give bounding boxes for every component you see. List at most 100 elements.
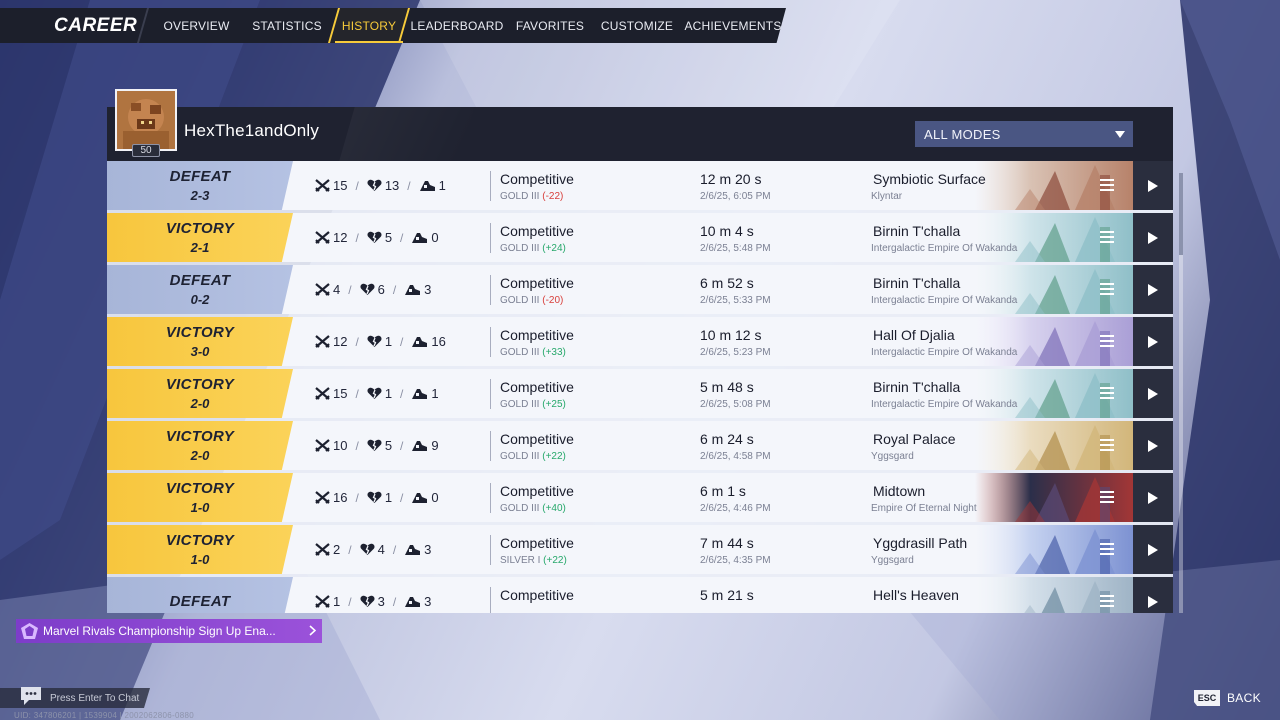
rank-info: GOLD III (+25) [500,399,566,410]
deaths-value: 1 [384,334,393,349]
tab-favorites[interactable]: FAVORITES [515,18,585,33]
deaths-stat: 4 [360,542,385,557]
match-row[interactable]: DEFEAT 2-3 15 / 13 / [107,161,1173,210]
scrollbar-thumb[interactable] [1179,173,1183,255]
stat-separator: / [355,386,359,401]
kda-stats: 16 / 1 / 0 [315,490,439,505]
rank-change: (-20) [542,295,564,306]
column-divider [490,275,491,305]
replay-button[interactable] [1133,369,1173,418]
match-row[interactable]: VICTORY 1-0 2 / 4 / [107,525,1173,574]
play-icon [1148,543,1158,556]
column-divider [490,535,491,565]
back-button[interactable]: BACK [1227,691,1261,705]
match-row[interactable]: DEFEAT 1 / 3 / [107,577,1173,613]
deaths-value: 3 [377,594,385,609]
replay-button[interactable] [1133,525,1173,574]
kda-stats: 10 / 5 / 9 [315,438,439,453]
details-icon[interactable] [1100,439,1114,451]
play-icon [1148,179,1158,192]
replay-button[interactable] [1133,421,1173,470]
result-score: 2-0 [190,447,210,463]
game-mode: Competitive [500,431,574,447]
map-name: Yggdrasill Path [873,535,968,551]
match-result: VICTORY 2-0 [107,421,293,470]
rank-info: GOLD III (+24) [500,243,566,254]
details-icon[interactable] [1100,179,1114,191]
details-icon[interactable] [1100,543,1114,555]
tab-statistics[interactable]: STATISTICS [252,18,322,33]
deaths-icon [360,283,375,295]
stat-separator: / [355,438,359,453]
tab-achievements[interactable]: ACHIEVEMENTS [684,18,782,33]
details-icon[interactable] [1100,595,1114,607]
replay-button[interactable] [1133,577,1173,613]
assists-icon [412,441,428,451]
assists-value: 0 [431,490,439,505]
replay-button[interactable] [1133,161,1173,210]
match-row[interactable]: VICTORY 1-0 16 / 1 / [107,473,1173,522]
mode-filter-dropdown[interactable]: ALL MODES [915,121,1133,147]
kills-icon [315,543,330,556]
details-icon[interactable] [1100,335,1114,347]
details-icon[interactable] [1100,491,1114,503]
assists-stat: 0 [411,230,439,245]
replay-button[interactable] [1133,473,1173,522]
tab-leaderboard[interactable]: LEADERBOARD [410,18,504,33]
deaths-stat: 5 [367,438,392,453]
avatar[interactable] [115,89,177,151]
rank-name: GOLD III [500,243,540,254]
tab-overview[interactable]: OVERVIEW [163,18,230,33]
replay-button[interactable] [1133,213,1173,262]
replay-button[interactable] [1133,265,1173,314]
rank-change: (+33) [542,347,566,358]
level-badge: 50 [132,144,160,157]
assists-value: 1 [438,178,446,193]
assists-icon [405,545,421,555]
match-datetime: 2/6/25, 5:33 PM [700,295,771,306]
championship-notice[interactable]: Marvel Rivals Championship Sign Up Ena..… [16,619,322,643]
assists-icon [405,285,421,295]
match-duration: 7 m 44 s [700,535,754,551]
replay-button[interactable] [1133,317,1173,366]
match-row[interactable]: VICTORY 2-0 15 / 1 / [107,369,1173,418]
match-result: DEFEAT 2-3 [107,161,293,210]
result-label: VICTORY [165,427,235,445]
stat-separator: / [348,542,352,557]
stat-separator: / [400,438,404,453]
details-icon[interactable] [1100,387,1114,399]
result-score: 1-0 [190,551,210,567]
map-name: Midtown [873,483,926,499]
deaths-stat: 3 [360,594,385,609]
game-mode: Competitive [500,587,574,603]
result-score: 2-3 [190,187,210,203]
map-name: Birnin T'challa [873,379,961,395]
tab-history[interactable]: HISTORY [331,8,407,43]
match-result: DEFEAT 0-2 [107,265,293,314]
kda-stats: 12 / 1 / 16 [315,334,446,349]
details-icon[interactable] [1100,231,1114,243]
match-row[interactable]: VICTORY 2-0 10 / 5 / [107,421,1173,470]
assists-value: 9 [431,438,439,453]
rank-change: (+22) [542,451,566,462]
rank-name: GOLD III [500,347,540,358]
match-row[interactable]: DEFEAT 0-2 4 / 6 / [107,265,1173,314]
rank-change: (+25) [542,399,566,410]
scrollbar[interactable] [1179,173,1183,613]
rank-change: (+24) [542,243,566,254]
kills-stat: 12 [315,334,347,349]
match-result: VICTORY 1-0 [107,525,293,574]
deaths-value: 5 [384,230,393,245]
result-label: VICTORY [165,375,235,393]
stat-separator: / [392,542,397,557]
details-icon[interactable] [1100,283,1114,295]
assists-value: 3 [424,594,432,609]
tab-customize[interactable]: CUSTOMIZE [600,18,674,33]
chevron-right-icon [309,625,316,636]
rank-info: GOLD III (+22) [500,451,566,462]
match-row[interactable]: VICTORY 3-0 12 / 1 / [107,317,1173,366]
match-row[interactable]: VICTORY 2-1 12 / 5 / [107,213,1173,262]
assists-stat: 3 [404,594,431,609]
deaths-icon [360,595,375,607]
column-divider [490,327,491,357]
